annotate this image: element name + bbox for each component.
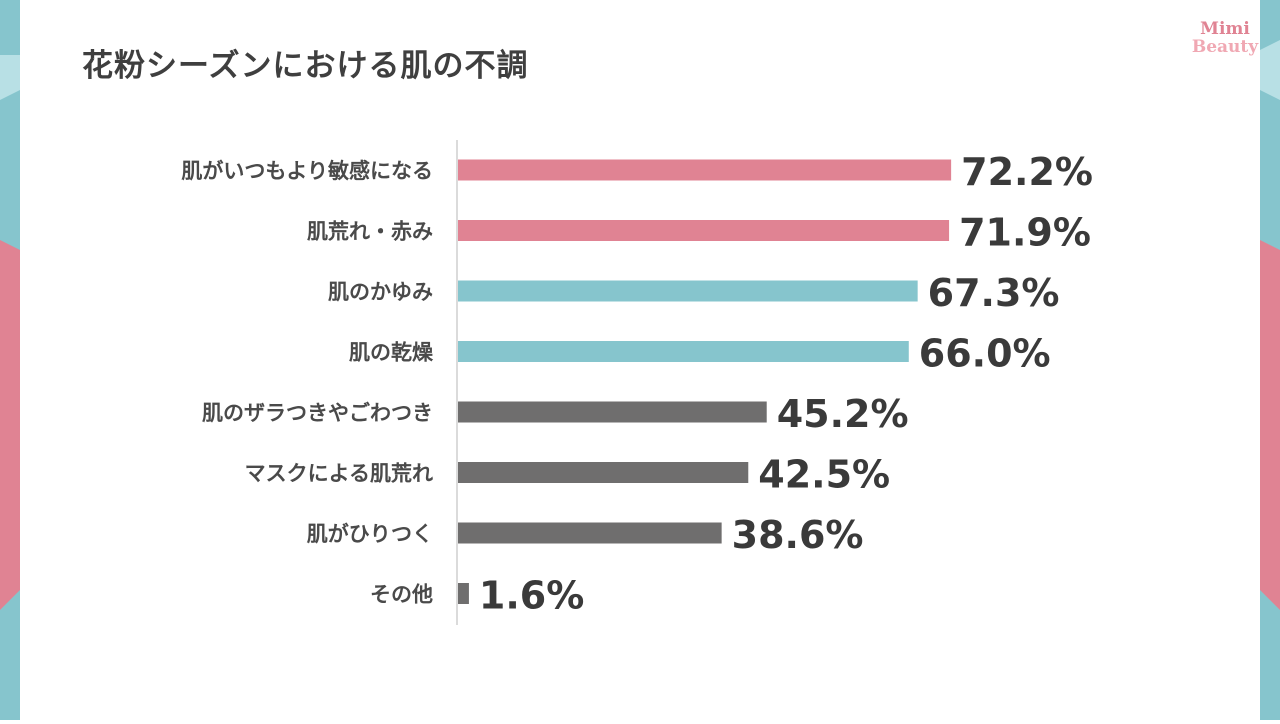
value-label: 72.2% <box>961 150 1093 194</box>
category-label: 肌の乾燥 <box>349 341 434 365</box>
right-strip-light <box>1260 40 1280 100</box>
bar <box>458 220 950 241</box>
left-strip-light <box>0 55 20 100</box>
bar-chart: 肌がいつもより敏感になる 72.2% 肌荒れ・赤み 71.9% 肌のかゆみ 67.3% 肌の… <box>181 140 1093 625</box>
brand-logo: Mimi Beauty <box>1180 20 1270 56</box>
chart-title: 花粉シーズンにおける肌の不調 <box>82 48 529 84</box>
category-label: 肌がいつもより敏感になる <box>181 159 433 183</box>
bar <box>458 522 722 544</box>
bar <box>458 341 909 362</box>
value-label: 71.9% <box>959 211 1091 255</box>
value-label: 67.3% <box>928 271 1060 315</box>
bar <box>458 462 749 483</box>
value-label: 45.2% <box>777 392 909 436</box>
left-decor-shape <box>0 0 20 720</box>
category-label: 肌がひりつく <box>307 522 433 546</box>
chart-bars: 肌がいつもより敏感になる 72.2% 肌荒れ・赤み 71.9% 肌のかゆみ 67.3% 肌の… <box>181 150 1093 618</box>
value-label: 38.6% <box>732 513 864 557</box>
bar <box>458 159 952 181</box>
category-label: 肌のザラつきやごわつき <box>202 401 433 425</box>
right-strip-pink <box>1260 240 1280 610</box>
category-label: 肌のかゆみ <box>328 280 433 304</box>
value-label: 1.6% <box>479 574 584 618</box>
left-strip-pink <box>0 240 20 610</box>
slide-card: 花粉シーズンにおける肌の不調 Mimi Beauty 肌がいつもより敏感になる 7… <box>20 0 1260 720</box>
value-label: 66.0% <box>919 332 1051 376</box>
logo-line1: Mimi <box>1200 19 1250 39</box>
right-decor-shape <box>1260 0 1280 720</box>
category-label: 肌荒れ・赤み <box>307 220 433 244</box>
bar <box>458 280 918 302</box>
right-decor-strip <box>1260 0 1280 720</box>
value-label: 42.5% <box>758 453 890 497</box>
left-decor-strip <box>0 0 20 720</box>
bar <box>458 583 469 604</box>
category-label: その他 <box>370 583 433 607</box>
category-label: マスクによる肌荒れ <box>245 462 433 486</box>
logo-line2: Beauty <box>1191 37 1259 57</box>
bar <box>458 401 767 423</box>
